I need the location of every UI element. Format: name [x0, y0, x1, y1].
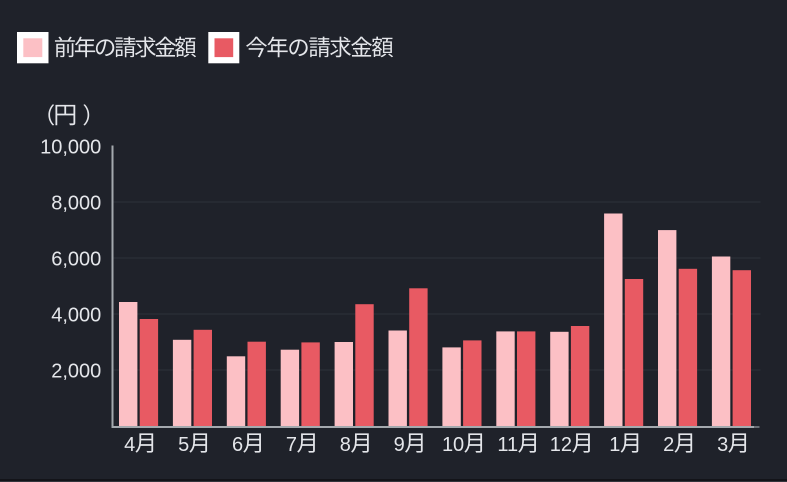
- svg-text:11: 11: [497, 434, 518, 456]
- svg-text:4,000: 4,000: [51, 304, 101, 326]
- svg-text:2,000: 2,000: [51, 360, 101, 382]
- svg-text:7: 7: [286, 434, 297, 456]
- svg-text:6,000: 6,000: [51, 248, 101, 270]
- svg-text:1: 1: [609, 434, 620, 456]
- svg-text:5: 5: [178, 434, 189, 456]
- svg-text:2: 2: [663, 434, 674, 456]
- svg-text:8: 8: [340, 434, 351, 456]
- svg-text:6: 6: [232, 434, 243, 456]
- svg-text:9: 9: [394, 434, 405, 456]
- svg-text:10,000: 10,000: [40, 136, 101, 158]
- svg-text:12: 12: [550, 434, 572, 456]
- svg-text:10: 10: [442, 434, 464, 456]
- svg-text:3: 3: [717, 434, 728, 456]
- svg-text:4: 4: [124, 434, 135, 456]
- svg-text:8,000: 8,000: [51, 192, 101, 214]
